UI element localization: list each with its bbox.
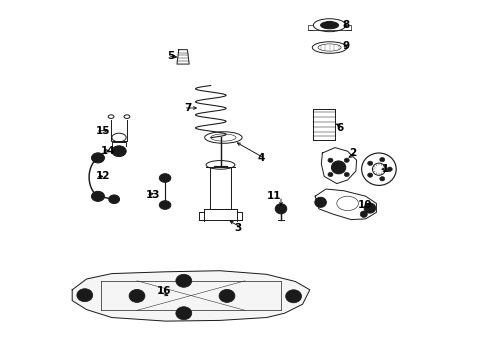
Text: 15: 15 — [96, 126, 110, 136]
Text: 14: 14 — [101, 146, 116, 156]
Ellipse shape — [92, 153, 104, 163]
Polygon shape — [315, 189, 376, 220]
Polygon shape — [321, 148, 357, 184]
Ellipse shape — [368, 161, 373, 166]
Ellipse shape — [129, 289, 145, 302]
Ellipse shape — [364, 203, 376, 213]
Text: 16: 16 — [157, 286, 172, 296]
Ellipse shape — [344, 158, 349, 162]
Polygon shape — [72, 271, 310, 321]
Text: 1: 1 — [382, 164, 389, 174]
Ellipse shape — [360, 211, 368, 217]
Text: 11: 11 — [267, 191, 281, 201]
Ellipse shape — [219, 289, 235, 302]
Text: 9: 9 — [343, 41, 349, 51]
Text: 10: 10 — [358, 200, 373, 210]
Ellipse shape — [159, 201, 171, 210]
Text: 4: 4 — [257, 153, 265, 163]
Text: 7: 7 — [184, 103, 191, 113]
Ellipse shape — [344, 172, 349, 177]
Ellipse shape — [176, 307, 192, 320]
Ellipse shape — [275, 204, 287, 214]
Text: 2: 2 — [349, 148, 357, 158]
Ellipse shape — [368, 173, 373, 177]
Text: 8: 8 — [342, 20, 349, 30]
Text: 3: 3 — [234, 222, 242, 233]
Ellipse shape — [112, 146, 126, 157]
Ellipse shape — [380, 157, 385, 162]
Ellipse shape — [320, 22, 339, 29]
Ellipse shape — [109, 195, 120, 203]
Ellipse shape — [331, 161, 346, 174]
Text: 6: 6 — [337, 123, 344, 133]
Text: 13: 13 — [146, 190, 161, 200]
Ellipse shape — [286, 290, 301, 303]
Text: 12: 12 — [96, 171, 110, 181]
Ellipse shape — [176, 274, 192, 287]
Polygon shape — [177, 50, 189, 64]
Ellipse shape — [159, 174, 171, 183]
Ellipse shape — [315, 197, 326, 207]
Ellipse shape — [77, 289, 93, 302]
Text: 5: 5 — [168, 51, 175, 61]
Ellipse shape — [328, 172, 333, 177]
Ellipse shape — [328, 158, 333, 162]
Ellipse shape — [387, 167, 392, 171]
Ellipse shape — [92, 191, 104, 201]
Ellipse shape — [380, 177, 385, 181]
